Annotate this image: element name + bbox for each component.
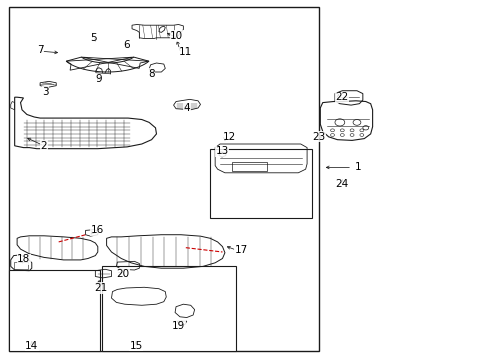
Text: 23: 23 (311, 132, 325, 142)
Text: 18: 18 (17, 254, 30, 264)
Text: 4: 4 (183, 103, 190, 113)
Text: 3: 3 (42, 87, 49, 97)
Bar (9, 7, 319, 351)
Bar (210, 149, 311, 218)
Text: 16: 16 (91, 225, 104, 235)
Text: 15: 15 (129, 341, 142, 351)
Polygon shape (9, 270, 100, 351)
Text: 9: 9 (96, 74, 102, 84)
Text: 20: 20 (116, 269, 129, 279)
Bar (102, 266, 236, 351)
Bar (14, 262, 28, 269)
Text: 8: 8 (148, 69, 155, 79)
Text: 13: 13 (215, 146, 228, 156)
Text: 22: 22 (335, 92, 348, 102)
Text: 6: 6 (123, 40, 130, 50)
Text: 19: 19 (171, 321, 185, 331)
Text: 21: 21 (94, 283, 107, 293)
Text: 12: 12 (223, 132, 236, 142)
Text: 14: 14 (25, 341, 39, 351)
Bar (232, 162, 266, 171)
Text: 11: 11 (178, 47, 191, 57)
Text: 7: 7 (37, 45, 43, 55)
Text: 17: 17 (234, 245, 247, 255)
Text: 5: 5 (90, 33, 97, 43)
Text: 1: 1 (354, 162, 361, 172)
Text: 24: 24 (335, 179, 348, 189)
Text: 2: 2 (41, 141, 47, 151)
Text: 10: 10 (170, 31, 183, 41)
